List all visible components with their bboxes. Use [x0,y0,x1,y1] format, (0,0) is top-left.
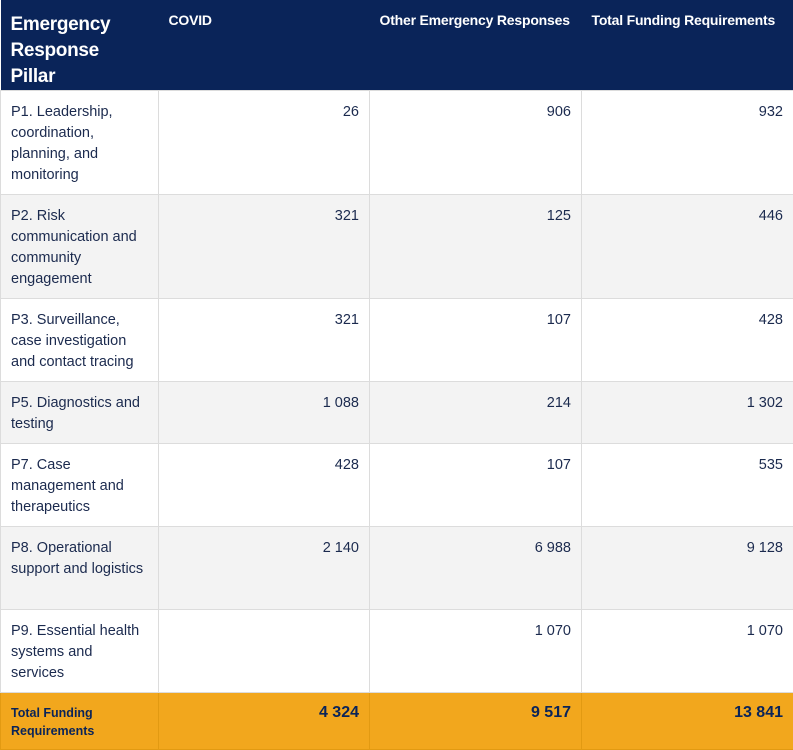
table-row: P3. Surveillance, case investigation and… [1,299,793,382]
header-total: Total Funding Requirements [582,0,793,91]
other-cell: 125 [370,195,582,299]
pillar-cell: P9. Essential health systems and service… [1,610,159,693]
covid-cell: 26 [159,91,370,195]
pillar-cell: P3. Surveillance, case investigation and… [1,299,159,382]
covid-cell: 2 140 [159,527,370,610]
total-cell: 535 [582,444,793,527]
pillar-cell: P1. Leadership, coordination, planning, … [1,91,159,195]
covid-cell [159,610,370,693]
other-cell: 214 [370,382,582,444]
pillar-cell: P8. Operational support and logistics [1,527,159,610]
table-row: P1. Leadership, coordination, planning, … [1,91,793,195]
table-row: P8. Operational support and logistics 2 … [1,527,793,610]
other-cell: 1 070 [370,610,582,693]
pillar-cell: P2. Risk communication and community eng… [1,195,159,299]
table-row: P9. Essential health systems and service… [1,610,793,693]
table-row: P5. Diagnostics and testing 1 088 214 1 … [1,382,793,444]
header-covid: COVID [159,0,370,91]
covid-cell: 1 088 [159,382,370,444]
other-cell: 107 [370,299,582,382]
table-row: P7. Case management and therapeutics 428… [1,444,793,527]
covid-cell: 428 [159,444,370,527]
total-cell: 9 128 [582,527,793,610]
header-row: Emergency Response Pillar COVID Other Em… [1,0,793,91]
other-cell: 107 [370,444,582,527]
total-cell: 428 [582,299,793,382]
other-cell: 6 988 [370,527,582,610]
total-cell: 1 302 [582,382,793,444]
other-cell: 906 [370,91,582,195]
total-cell: 446 [582,195,793,299]
table-row: P2. Risk communication and community eng… [1,195,793,299]
total-cell: 932 [582,91,793,195]
header-other: Other Emergency Responses [370,0,582,91]
total-row: Total Funding Requirements 4 324 9 517 1… [1,693,793,750]
total-covid: 4 324 [159,693,370,750]
total-cell: 1 070 [582,610,793,693]
total-total: 13 841 [582,693,793,750]
pillar-cell: P7. Case management and therapeutics [1,444,159,527]
total-other: 9 517 [370,693,582,750]
header-pillar: Emergency Response Pillar [1,0,159,91]
total-label: Total Funding Requirements [1,693,159,750]
covid-cell: 321 [159,299,370,382]
covid-cell: 321 [159,195,370,299]
pillar-cell: P5. Diagnostics and testing [1,382,159,444]
